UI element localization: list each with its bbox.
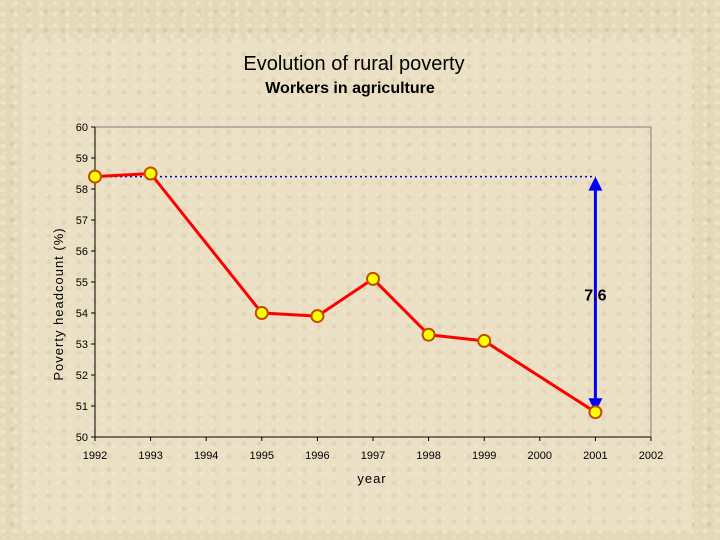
y-tick-label: 60	[76, 122, 88, 134]
data-point	[88, 169, 102, 184]
series-line	[94, 172, 597, 414]
plot-area: 50 51 52 53 54 55 56 57 58 59 60 1992 1993 1994 1995 19…	[51, 122, 663, 486]
x-axis-label: year	[357, 471, 386, 486]
y-tick-label: 57	[76, 215, 88, 227]
y-tick-label: 53	[76, 339, 88, 351]
x-tick-label: 1993	[138, 450, 162, 462]
x-tick-label: 1995	[250, 450, 274, 462]
data-point	[421, 327, 436, 342]
data-point	[143, 166, 158, 181]
x-tick-label: 1998	[416, 450, 440, 462]
x-tick-label: 1996	[305, 450, 329, 462]
y-tick-label: 59	[76, 153, 88, 165]
x-tick-label: 1992	[83, 450, 107, 462]
difference-label: 7.6	[584, 287, 606, 304]
y-tick-label: 52	[76, 370, 88, 382]
x-tick-label: 1994	[194, 450, 218, 462]
data-point	[366, 271, 380, 286]
poverty-line-chart: Evolution of rural poverty Workers in ag…	[51, 53, 663, 486]
x-tick-label: 2000	[528, 450, 552, 462]
y-tick-label: 51	[76, 401, 88, 413]
y-tick-label: 54	[76, 308, 88, 320]
data-point	[477, 333, 492, 348]
x-tick-label: 2001	[583, 450, 607, 462]
data-point	[588, 405, 603, 420]
y-axis-label: Poverty headcount (%)	[51, 227, 66, 380]
chart-title: Evolution of rural poverty	[243, 53, 464, 75]
y-tick-label: 55	[76, 277, 88, 289]
difference-arrow-head-up	[588, 176, 603, 191]
y-tick-label: 58	[76, 184, 88, 196]
x-tick-label: 1999	[472, 450, 496, 462]
data-point	[310, 309, 325, 324]
chart-area: Evolution of rural poverty Workers in ag…	[22, 38, 692, 530]
y-tick-label: 56	[76, 246, 88, 258]
y-tick-label: 50	[76, 432, 88, 444]
x-tick-label: 1997	[361, 450, 385, 462]
x-tick-label: 2002	[639, 450, 663, 462]
chart-subtitle: Workers in agriculture	[265, 80, 435, 97]
data-point	[254, 306, 269, 320]
